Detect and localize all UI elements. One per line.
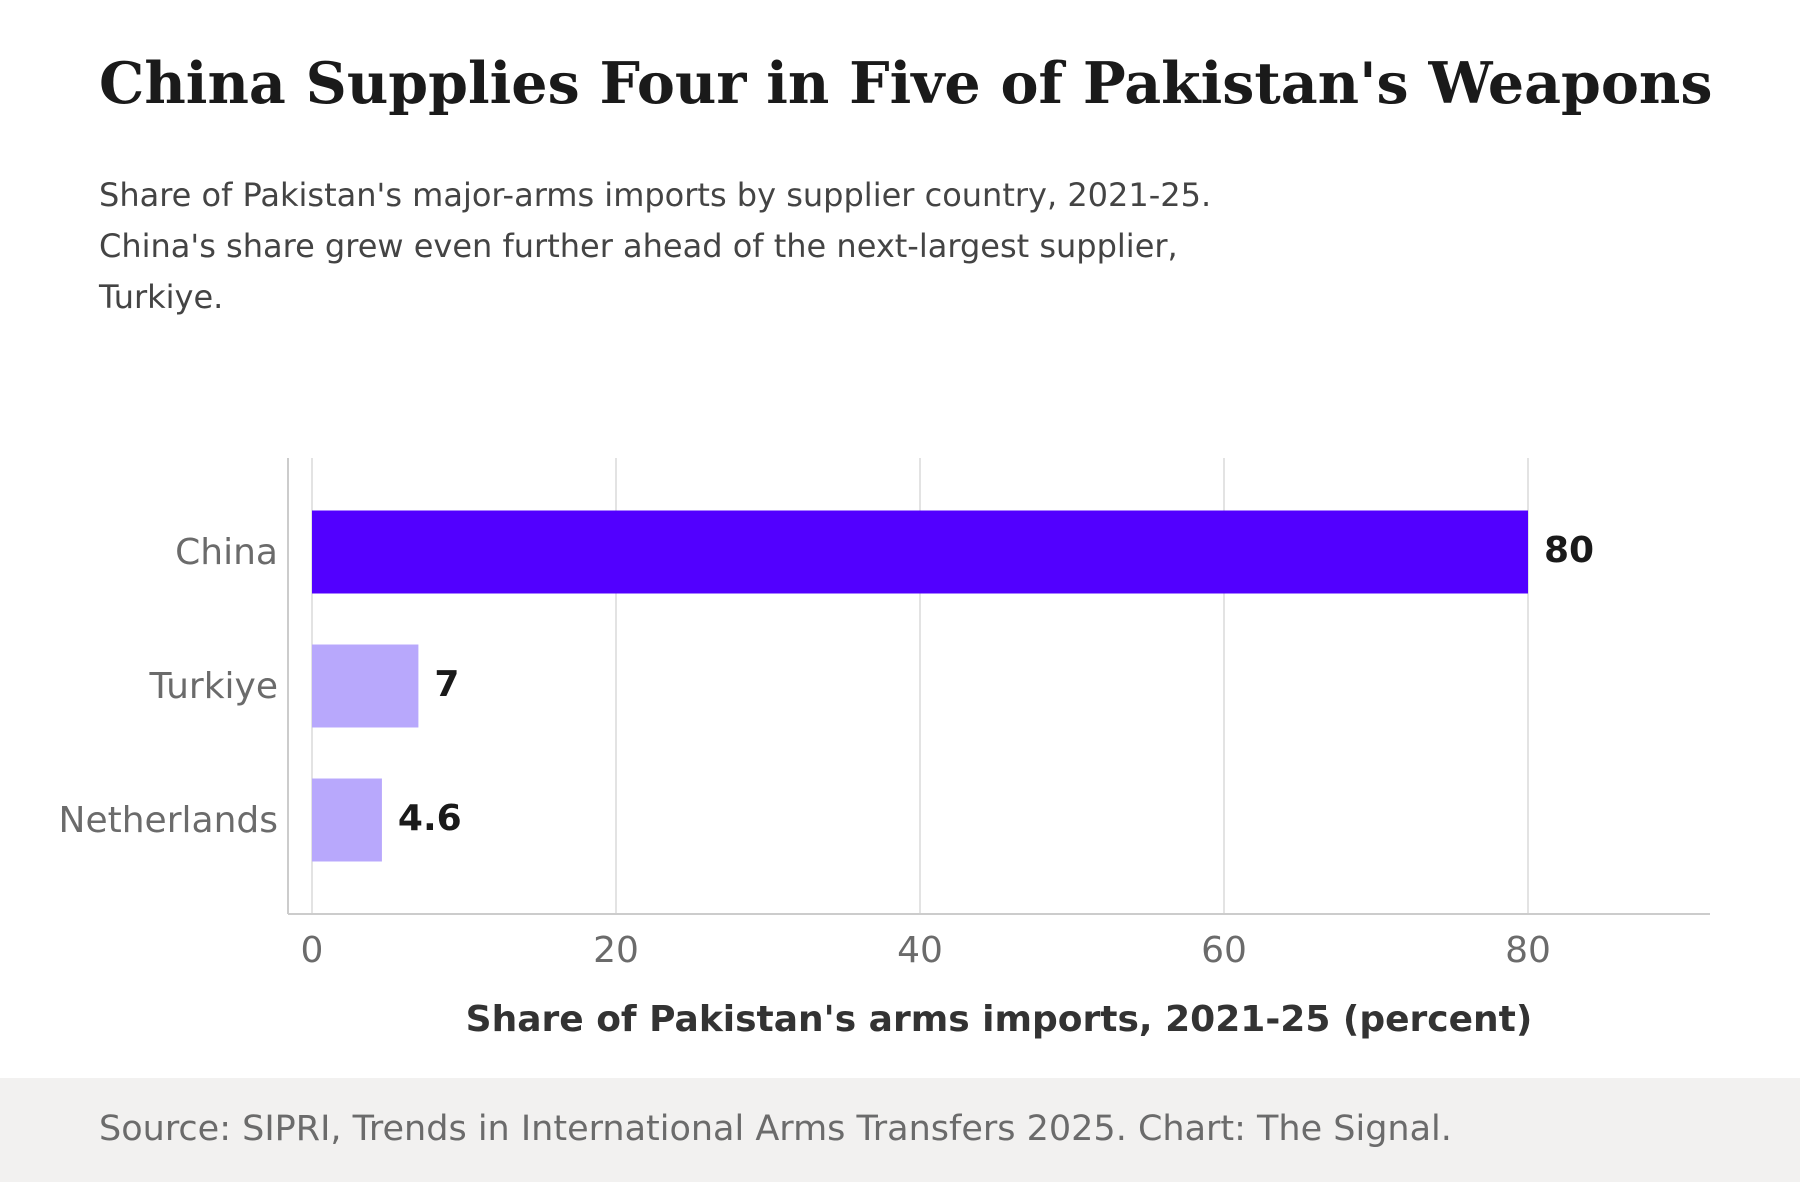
x-tick-label: 40: [897, 930, 943, 971]
value-label: 7: [434, 664, 459, 705]
x-axis-title: Share of Pakistan's arms imports, 2021-2…: [466, 999, 1533, 1040]
bar: [312, 778, 382, 862]
value-label: 80: [1544, 530, 1594, 571]
x-tick-label: 80: [1505, 930, 1551, 971]
category-label: China: [175, 532, 278, 573]
subtitle-line: Share of Pakistan's major-arms imports b…: [99, 176, 1212, 214]
bar-chart: China 80 Turkiye 7 Netherlands 4.6 0 20 40 60 80 Sh…: [59, 458, 1710, 1040]
bar: [312, 644, 419, 728]
chart-title: China Supplies Four in Five of Pakistan'…: [99, 50, 1713, 117]
x-tick-label: 60: [1201, 930, 1247, 971]
source-note: Source: SIPRI, Trends in International A…: [99, 1109, 1452, 1149]
category-label: Netherlands: [59, 800, 278, 841]
x-tick-label: 20: [593, 930, 639, 971]
subtitle-line: China's share grew even further ahead of…: [99, 227, 1178, 265]
chart-subtitle: Share of Pakistan's major-arms imports b…: [99, 170, 1499, 323]
x-tick-label: 0: [301, 930, 324, 971]
footer: Source: SIPRI, Trends in International A…: [0, 1078, 1800, 1182]
subtitle-line: Turkiye.: [99, 278, 224, 316]
category-label: Turkiye: [149, 666, 278, 707]
value-label: 4.6: [398, 798, 462, 839]
bar: [312, 510, 1528, 594]
